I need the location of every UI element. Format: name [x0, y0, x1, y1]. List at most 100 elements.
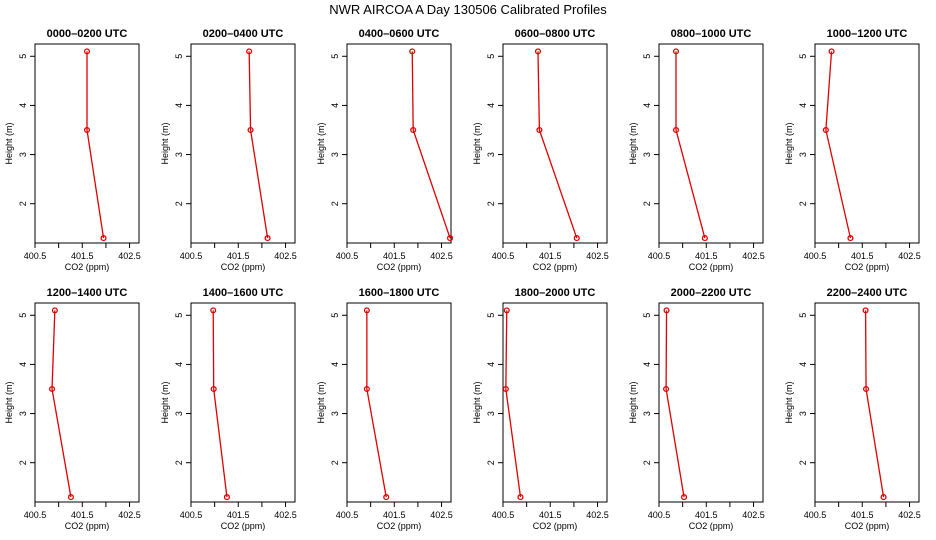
- x-tick-label: 401.5: [71, 510, 94, 520]
- x-axis-label: CO2 (ppm): [533, 521, 578, 531]
- x-tick-label: 400.5: [648, 510, 671, 520]
- x-tick-label: 400.5: [180, 510, 203, 520]
- x-tick-label: 401.5: [851, 510, 874, 520]
- data-point: [83, 126, 91, 134]
- data-point: [863, 385, 870, 393]
- profile-line: [366, 310, 387, 498]
- plot-frame: [346, 43, 452, 244]
- data-point: [663, 385, 670, 393]
- profile-line: [864, 310, 885, 498]
- y-tick-label: 2: [18, 201, 28, 206]
- y-tick-label: 3: [642, 152, 652, 157]
- data-point: [363, 385, 370, 393]
- x-axis-label: CO2 (ppm): [377, 521, 422, 531]
- y-tick-label: 2: [486, 201, 496, 206]
- y-tick-label: 2: [174, 201, 184, 206]
- panel-title: 1400–1600 UTC: [203, 287, 284, 299]
- data-point: [847, 235, 854, 242]
- y-tick-label: 2: [330, 201, 340, 206]
- y-tick-label: 3: [642, 411, 652, 416]
- y-axis-label: Height (m): [4, 381, 14, 423]
- x-tick-label: 400.5: [24, 510, 47, 520]
- x-tick-label: 401.5: [539, 251, 562, 261]
- y-axis-label: Height (m): [160, 122, 170, 164]
- y-tick-label: 5: [18, 313, 28, 318]
- data-point: [503, 307, 510, 314]
- data-point: [663, 307, 670, 314]
- data-point: [83, 48, 91, 55]
- y-tick-label: 3: [798, 152, 808, 157]
- y-tick-label: 5: [174, 54, 184, 59]
- data-point: [862, 307, 869, 314]
- panel-title: 0400–0600 UTC: [359, 28, 440, 40]
- y-tick-label: 5: [330, 54, 340, 59]
- data-point: [447, 235, 454, 242]
- x-axis-label: CO2 (ppm): [65, 262, 110, 272]
- y-tick-label: 2: [642, 460, 652, 465]
- panel-3: 0400–0600 UTC 400.5 401.5 402.5 2 3 4 5 CO2 (ppm…: [316, 28, 454, 272]
- plot-frame: [658, 302, 764, 503]
- x-tick-label: 401.5: [383, 251, 406, 261]
- y-tick-label: 3: [798, 411, 808, 416]
- x-tick-label: 402.5: [898, 510, 921, 520]
- y-tick-label: 4: [174, 362, 184, 367]
- profile-line: [537, 51, 578, 239]
- panel-8: 1400–1600 UTC 400.5 401.5 402.5 2 3 4 5 CO2 (ppm…: [160, 287, 297, 531]
- profile-line: [675, 51, 706, 239]
- y-tick-label: 4: [486, 103, 496, 108]
- panel-4: 0600–0800 UTC 400.5 401.5 402.5 2 3 4 5 CO2 (ppm…: [472, 28, 609, 272]
- plot-frame: [658, 43, 764, 244]
- data-point: [210, 385, 217, 393]
- x-tick-label: 400.5: [180, 251, 203, 261]
- y-tick-label: 4: [642, 362, 652, 367]
- plot-frame: [34, 43, 140, 244]
- y-tick-label: 4: [486, 362, 496, 367]
- x-tick-label: 402.5: [742, 510, 765, 520]
- x-tick-label: 401.5: [539, 510, 562, 520]
- panel-title: 0200–0400 UTC: [203, 28, 284, 40]
- x-axis-label: CO2 (ppm): [377, 262, 422, 272]
- y-tick-label: 3: [486, 152, 496, 157]
- x-axis-label: CO2 (ppm): [221, 521, 266, 531]
- panel-title: 2200–2400 UTC: [827, 287, 908, 299]
- panel-12: 2200–2400 UTC 400.5 401.5 402.5 2 3 4 5 CO2 (ppm…: [784, 287, 921, 531]
- y-tick-label: 4: [798, 362, 808, 367]
- data-point: [517, 494, 524, 501]
- y-tick-label: 4: [798, 103, 808, 108]
- y-tick-label: 5: [642, 313, 652, 318]
- x-tick-label: 402.5: [430, 251, 453, 261]
- y-tick-label: 5: [798, 54, 808, 59]
- plot-frame: [814, 43, 920, 244]
- x-tick-label: 402.5: [118, 510, 141, 520]
- y-tick-label: 2: [174, 460, 184, 465]
- y-tick-label: 3: [330, 411, 340, 416]
- data-point: [363, 307, 370, 314]
- y-tick-label: 5: [174, 313, 184, 318]
- x-axis-label: CO2 (ppm): [845, 521, 890, 531]
- y-tick-label: 3: [18, 411, 28, 416]
- x-tick-label: 401.5: [227, 251, 250, 261]
- y-tick-label: 2: [486, 460, 496, 465]
- data-point: [247, 126, 254, 134]
- plot-frame: [346, 302, 452, 503]
- y-tick-label: 4: [642, 103, 652, 108]
- y-axis-label: Height (m): [628, 122, 638, 164]
- data-point: [383, 494, 390, 501]
- plot-frame: [34, 302, 140, 503]
- x-tick-label: 400.5: [24, 251, 47, 261]
- x-tick-label: 402.5: [118, 251, 141, 261]
- y-tick-label: 5: [330, 313, 340, 318]
- y-tick-label: 3: [486, 411, 496, 416]
- data-point: [246, 48, 253, 55]
- panel-1: 0000–0200 UTC 400.5 401.5 402.5 2 3 4 5 CO2 (ppm…: [4, 28, 141, 272]
- y-tick-label: 2: [798, 460, 808, 465]
- y-tick-label: 2: [18, 460, 28, 465]
- y-tick-label: 3: [174, 411, 184, 416]
- panel-title: 0000–0200 UTC: [47, 28, 128, 40]
- panel-7: 1200–1400 UTC 400.5 401.5 402.5 2 3 4 5 CO2 (ppm…: [4, 287, 141, 531]
- x-tick-label: 401.5: [227, 510, 250, 520]
- y-tick-label: 2: [642, 201, 652, 206]
- figure-title: NWR AIRCOA A Day 130506 Calibrated Profi…: [329, 2, 607, 17]
- data-point: [536, 126, 543, 134]
- y-axis-label: Height (m): [784, 381, 794, 423]
